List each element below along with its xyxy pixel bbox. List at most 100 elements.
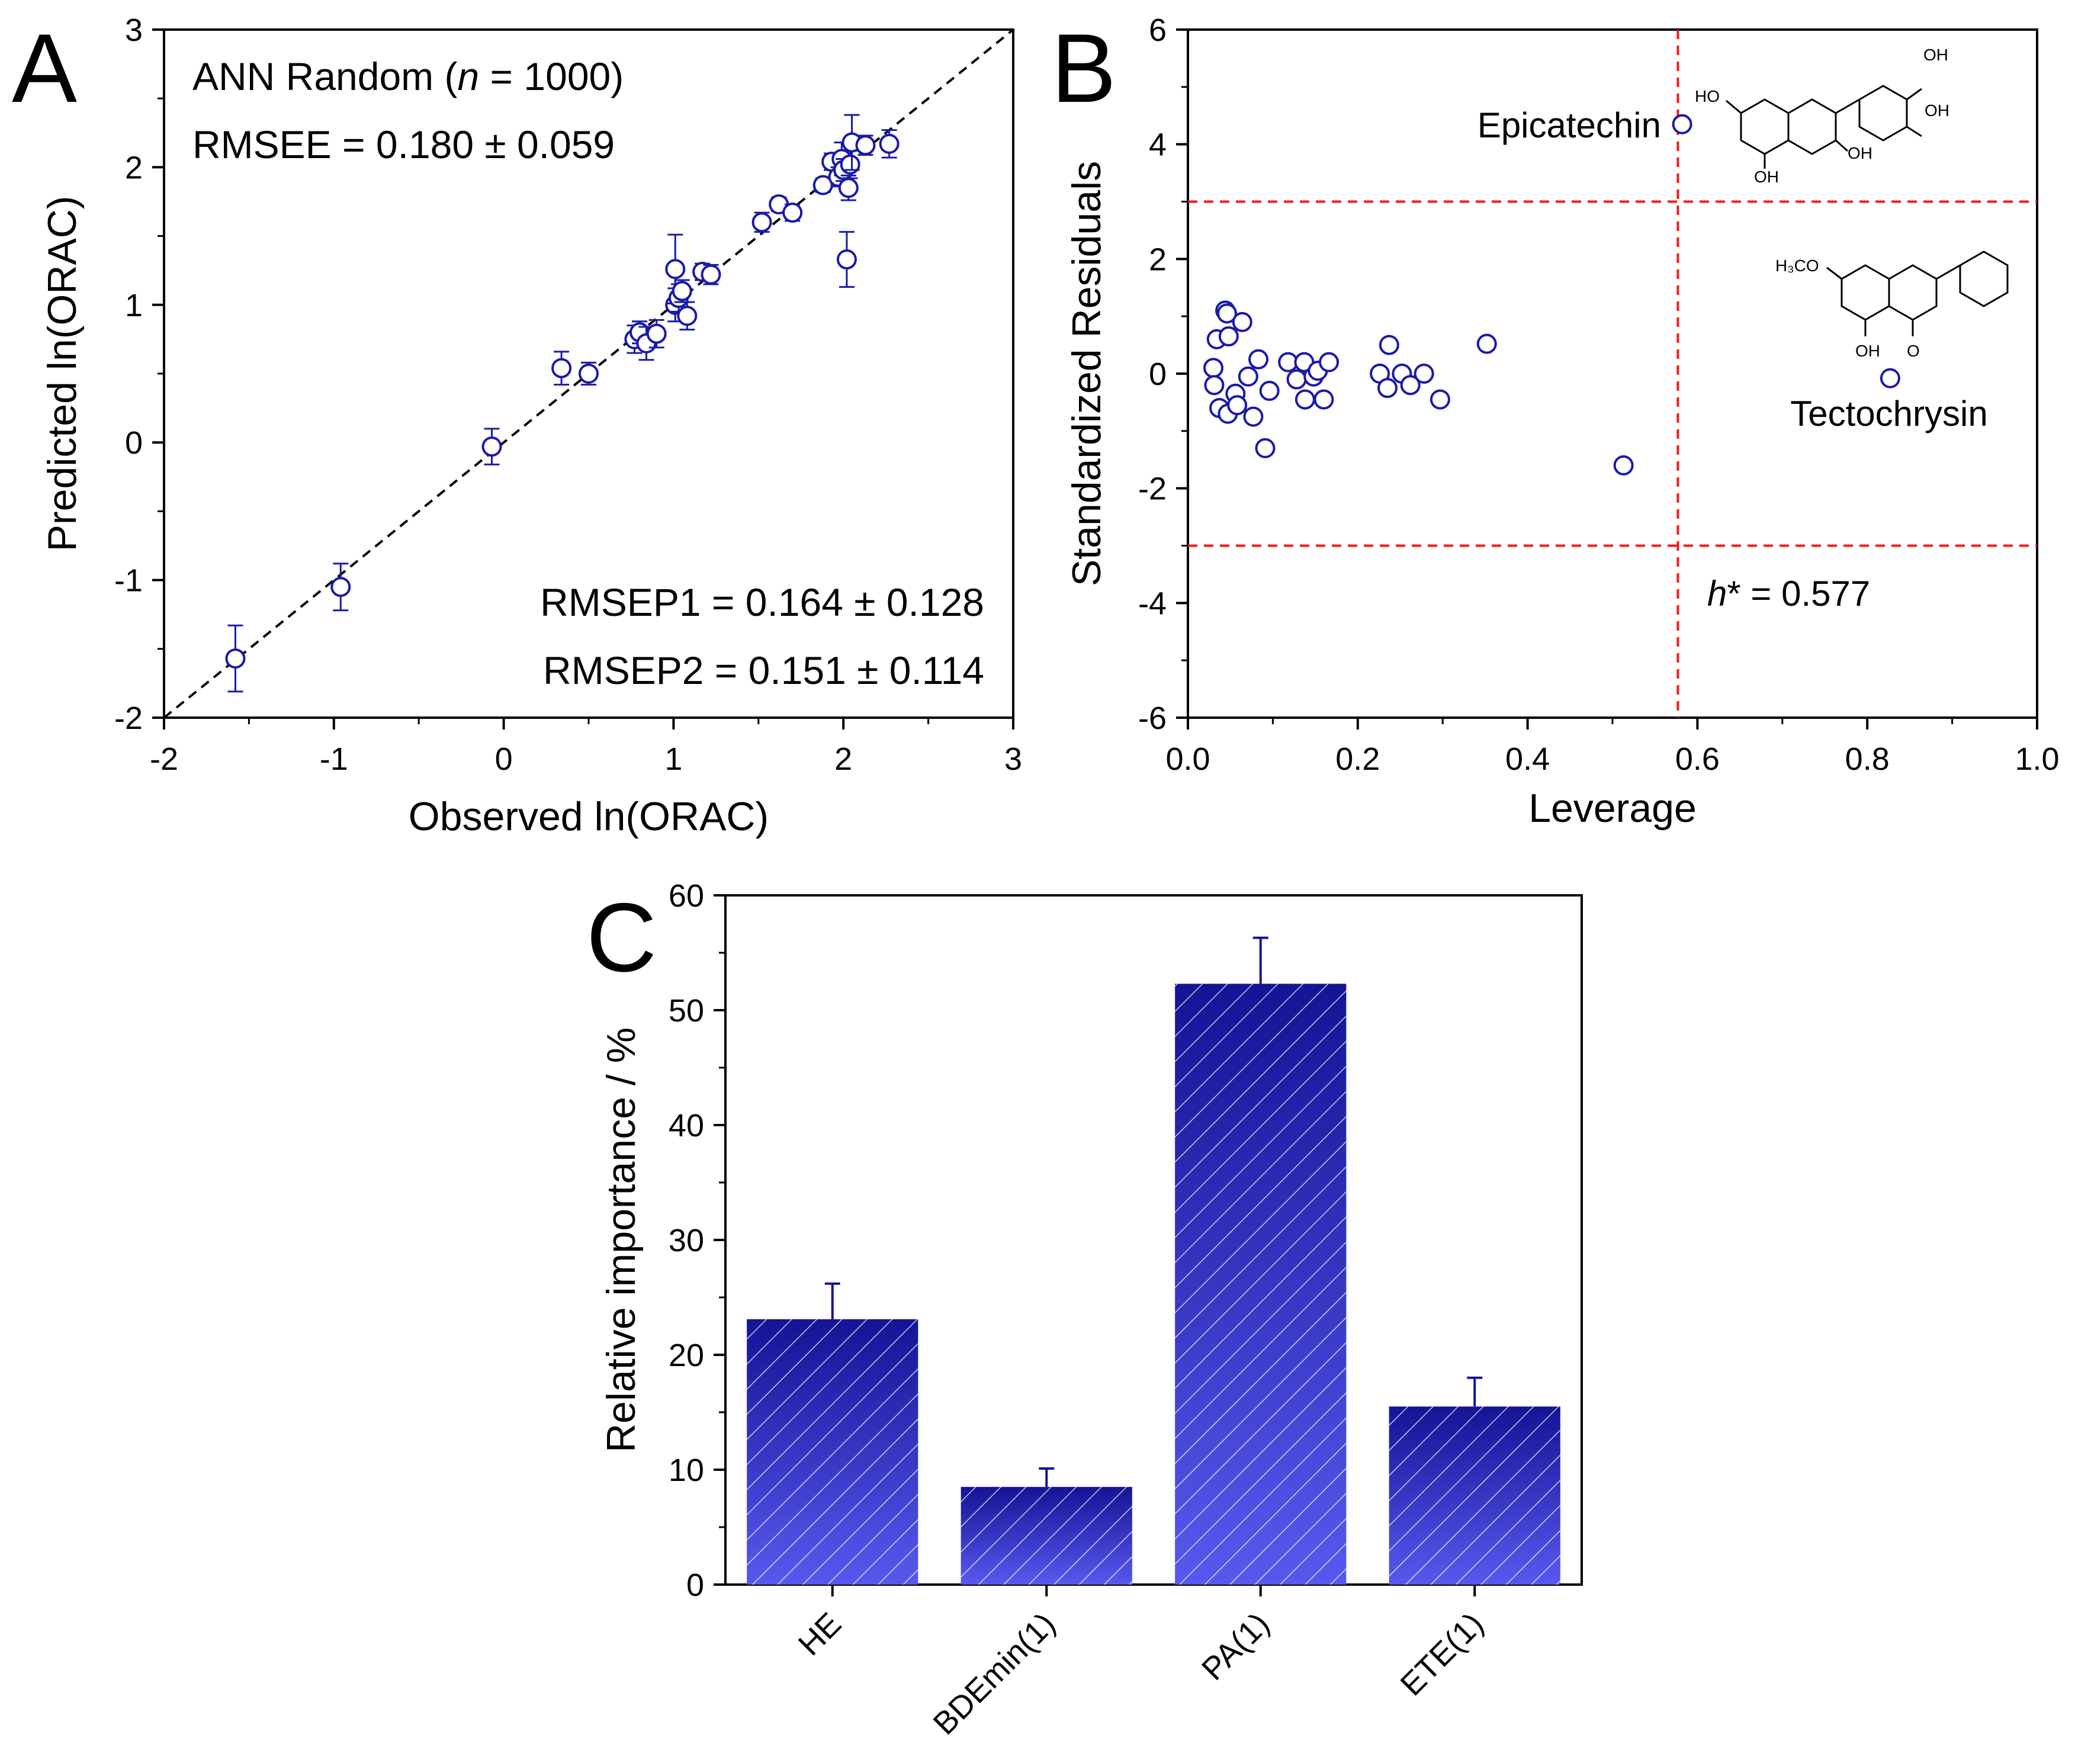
a-marker: [879, 133, 900, 154]
panel-c-ylabel: Relative importance / %: [599, 1027, 644, 1453]
tectochrysin-label: Tectochrysin: [1790, 394, 1987, 433]
a-data-point: [879, 129, 900, 159]
b-data-point: [1238, 366, 1258, 387]
a-data-point: [672, 279, 692, 303]
c-bar-group: [961, 1467, 1132, 1585]
c-ytick-label: 30: [669, 1223, 704, 1258]
c-bar-hatch: [961, 1487, 1132, 1585]
a-data-point: [225, 624, 246, 693]
b-data-point: [1414, 364, 1434, 384]
b-xtick-label: 0.0: [1165, 741, 1210, 777]
b-data-point: [1286, 369, 1307, 390]
a-marker: [579, 364, 599, 384]
a-marker: [838, 178, 859, 198]
svg-text:OH: OH: [1848, 144, 1872, 162]
c-bar-hatch: [1175, 984, 1347, 1585]
a-marker: [225, 648, 246, 669]
c-ytick-label: 0: [686, 1567, 704, 1603]
a-data-point: [579, 361, 599, 386]
panel-b-letter: B: [1051, 14, 1116, 123]
a-marker: [840, 154, 860, 175]
epicatechin-structure: [1726, 85, 1922, 169]
b-ytick-label: -4: [1138, 586, 1167, 621]
tectochrysin-structure: [1826, 250, 2009, 336]
a-data-point: [646, 319, 667, 349]
c-ytick-label: 40: [669, 1108, 704, 1143]
b-data-point: [1379, 335, 1399, 355]
b-xtick-label: 0.6: [1675, 741, 1720, 777]
a-data-point: [551, 351, 572, 386]
b-data-point: [1313, 389, 1334, 410]
a-data-point: [751, 211, 772, 233]
c-bar-group: [747, 1282, 918, 1585]
b-data-point: [1248, 349, 1269, 369]
b-ytick-label: 6: [1149, 12, 1167, 48]
h-star-label: h* = 0.577: [1707, 574, 1870, 613]
b-data-point: [1232, 311, 1252, 332]
b-ytick-label: -6: [1138, 701, 1167, 736]
b-ytick-label: 2: [1149, 242, 1167, 277]
b-data-point: [1204, 375, 1225, 396]
b-xtick-label: 1.0: [2015, 741, 2059, 777]
b-data-point: [1672, 114, 1692, 134]
c-ytick-label: 10: [669, 1453, 704, 1488]
a-xtick-label: -2: [150, 741, 178, 777]
b-ytick-label: -2: [1138, 471, 1167, 507]
epicatechin-label: Epicatechin: [1477, 105, 1661, 145]
a-data-point: [812, 175, 833, 195]
svg-text:OH: OH: [1855, 342, 1880, 360]
c-xtick-label: PA(1): [1195, 1606, 1276, 1687]
b-data-point: [1377, 378, 1398, 399]
a-xtick-label: 2: [834, 741, 852, 777]
panel-a-rmsee: RMSEE = 0.180 ± 0.059: [192, 123, 615, 166]
b-xtick-label: 0.8: [1845, 741, 1890, 777]
epicatechin-structure-labels: OH HO OH OH OH: [1695, 46, 1949, 186]
panel-a: A -2 -1 0 1 2 3 -2 -1 0 1 2 3 ANN Random (n = 1000…: [12, 12, 1022, 839]
svg-text:HO: HO: [1695, 87, 1720, 105]
a-xtick-label: 3: [1004, 741, 1022, 777]
svg-text:O: O: [1907, 342, 1920, 360]
b-data-point: [1476, 333, 1497, 354]
tectochrysin-structure-labels: H₃CO OH O: [1775, 256, 1920, 360]
panel-a-letter: A: [12, 14, 77, 123]
svg-text:OH: OH: [1754, 168, 1779, 186]
b-data-point: [1203, 358, 1224, 378]
b-ytick-label: 4: [1149, 127, 1167, 163]
panel-a-model-label: ANN Random (n = 1000): [192, 54, 624, 98]
a-marker: [677, 306, 698, 326]
a-marker: [481, 436, 502, 457]
a-data-point: [701, 264, 721, 285]
c-bar-group: [1389, 1376, 1560, 1585]
panel-a-rmsep1: RMSEP1 = 0.164 ± 0.128: [540, 580, 984, 624]
b-data-point: [1255, 438, 1276, 458]
a-data-point: [677, 301, 698, 331]
panel-a-ylabel: Predicted ln(ORAC): [40, 196, 85, 552]
c-xtick-label: BDEmin(1): [927, 1606, 1062, 1741]
a-xtick-label: 0: [495, 741, 513, 777]
panel-b-xlabel: Leverage: [1528, 786, 1697, 831]
c-bar-group: [1175, 936, 1347, 1585]
c-bar-hatch: [747, 1319, 918, 1585]
b-data-point: [1216, 303, 1237, 324]
a-data-point: [855, 134, 876, 156]
c-bar-hatch: [1389, 1406, 1560, 1585]
a-marker: [701, 264, 721, 285]
panel-b-ylabel: Standardized Residuals: [1064, 161, 1109, 586]
b-data-point: [1218, 326, 1239, 347]
a-marker: [551, 358, 572, 378]
a-marker: [836, 249, 857, 270]
b-data-point: [1259, 381, 1280, 401]
b-data-point: [1243, 406, 1264, 427]
b-data-point: [1295, 389, 1315, 410]
svg-text:H₃CO: H₃CO: [1775, 256, 1819, 275]
a-data-point: [836, 231, 857, 288]
a-xtick-label: 1: [664, 741, 682, 777]
a-data-point: [481, 428, 502, 465]
b-data-point: [1613, 455, 1634, 475]
a-marker: [665, 259, 686, 279]
svg-text:OH: OH: [1923, 46, 1948, 64]
b-xtick-label: 0.4: [1505, 741, 1550, 777]
a-xtick-label: -1: [320, 741, 348, 777]
